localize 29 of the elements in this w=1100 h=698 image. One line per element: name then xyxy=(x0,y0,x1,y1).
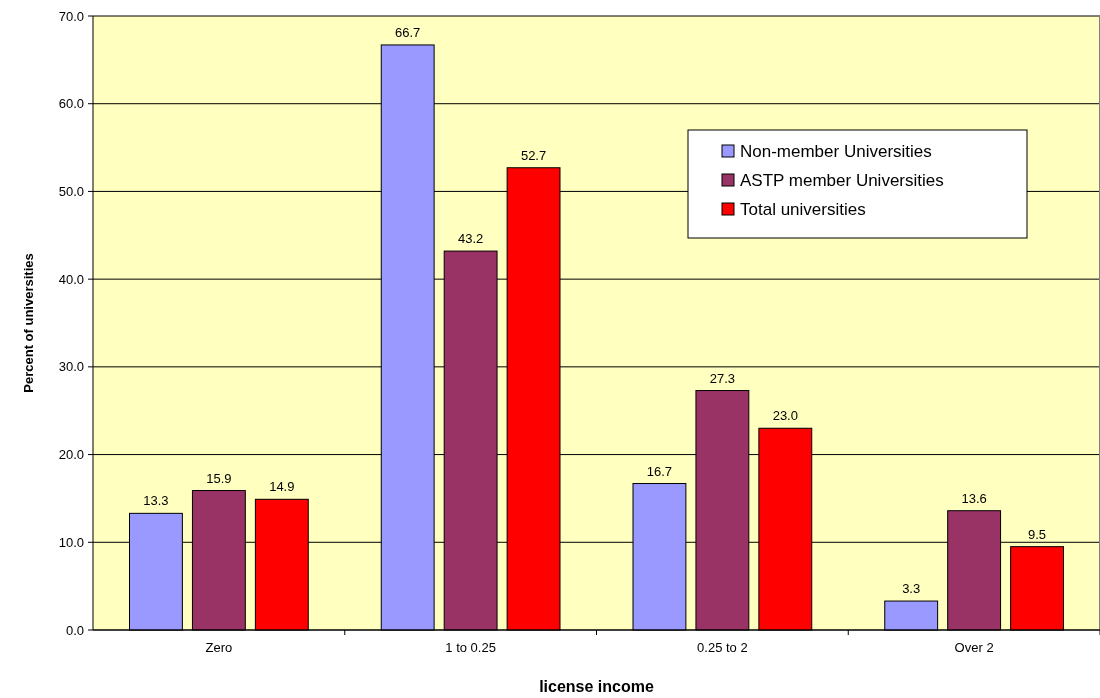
y-tick-label: 70.0 xyxy=(58,8,84,24)
x-tick-label: 0.25 to 2 xyxy=(697,640,748,655)
data-label: 3.3 xyxy=(902,581,921,597)
data-label: 52.7 xyxy=(520,147,547,163)
y-tick-label: 40.0 xyxy=(58,271,84,287)
data-label: 27.3 xyxy=(709,370,736,386)
y-axis-title: Percent of universities xyxy=(21,253,36,393)
data-label: 14.9 xyxy=(269,479,295,495)
data-label: 16.7 xyxy=(646,463,673,479)
y-tick-label: 50.0 xyxy=(58,183,84,199)
x-axis-title: license income xyxy=(539,678,654,695)
data-label: 43.2 xyxy=(457,231,484,247)
data-label: 66.7 xyxy=(395,24,421,40)
x-tick-label: Zero xyxy=(205,640,233,655)
legend-label: Non-member Universities xyxy=(740,141,932,161)
data-label: 13.3 xyxy=(143,493,169,509)
data-label: 23.0 xyxy=(772,408,798,424)
y-tick-label: 10.0 xyxy=(58,534,84,550)
legend-label: Total universities xyxy=(740,199,866,219)
y-tick-label: 0.0 xyxy=(65,622,84,638)
legend-label: ASTP member Universities xyxy=(740,170,944,190)
x-tick-label: Over 2 xyxy=(954,640,994,655)
data-label: 15.9 xyxy=(206,470,232,486)
y-tick-label: 30.0 xyxy=(58,359,84,375)
data-label: 9.5 xyxy=(1028,526,1047,542)
data-label: 13.6 xyxy=(961,490,987,506)
x-tick-label: 1 to 0.25 xyxy=(445,640,496,655)
y-tick-label: 60.0 xyxy=(58,96,84,112)
y-tick-label: 20.0 xyxy=(58,447,84,463)
